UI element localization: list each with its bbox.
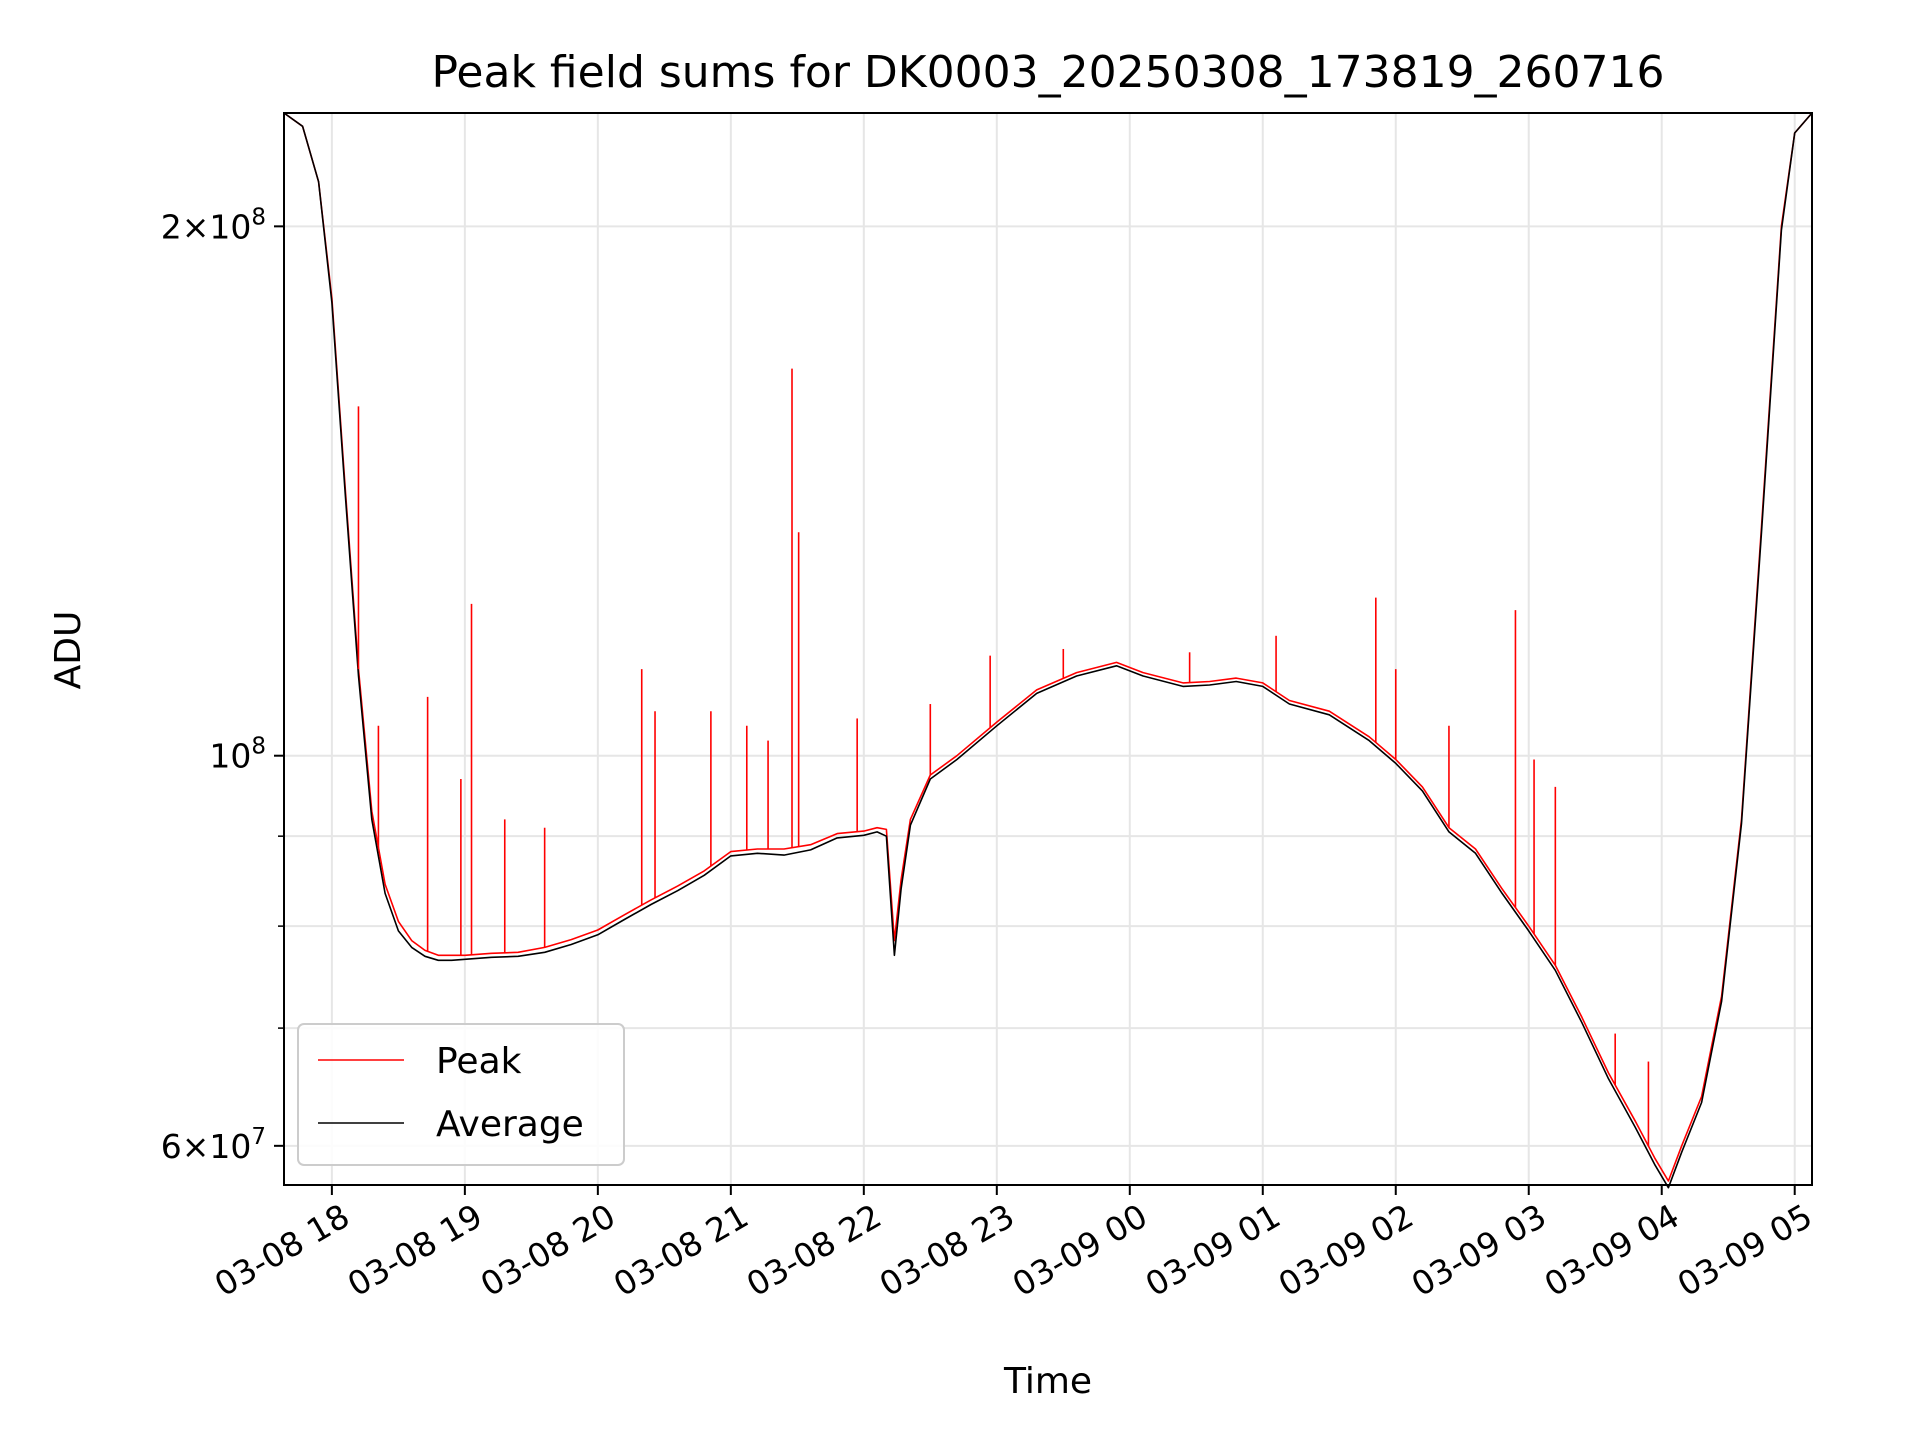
legend: Peak Average (297, 1023, 625, 1166)
y-tick-label-exponent: 8 (251, 204, 266, 230)
y-tick-label-base: 2×10 (161, 207, 252, 246)
y-tick-label: 6×107 (161, 1124, 266, 1166)
y-tick-label-base: 10 (209, 737, 251, 776)
series-line-peak (283, 112, 1813, 1182)
y-tick-label-exponent: 7 (251, 1124, 266, 1150)
axes-frame (283, 112, 1813, 1186)
y-tick-label: 2×108 (161, 204, 266, 246)
plot-area (283, 112, 1813, 1189)
legend-label-peak: Peak (436, 1041, 522, 1082)
y-tick-label-base: 6×10 (161, 1127, 252, 1166)
legend-label-average: Average (436, 1104, 584, 1145)
y-axis-label: ADU (48, 611, 89, 690)
series-line-average (283, 112, 1813, 1189)
x-axis-label: Time (1003, 1361, 1092, 1402)
y-tick-label-exponent: 8 (251, 734, 266, 760)
chart-title: Peak field sums for DK0003_20250308_1738… (431, 47, 1664, 98)
y-tick-label: 108 (209, 734, 266, 776)
